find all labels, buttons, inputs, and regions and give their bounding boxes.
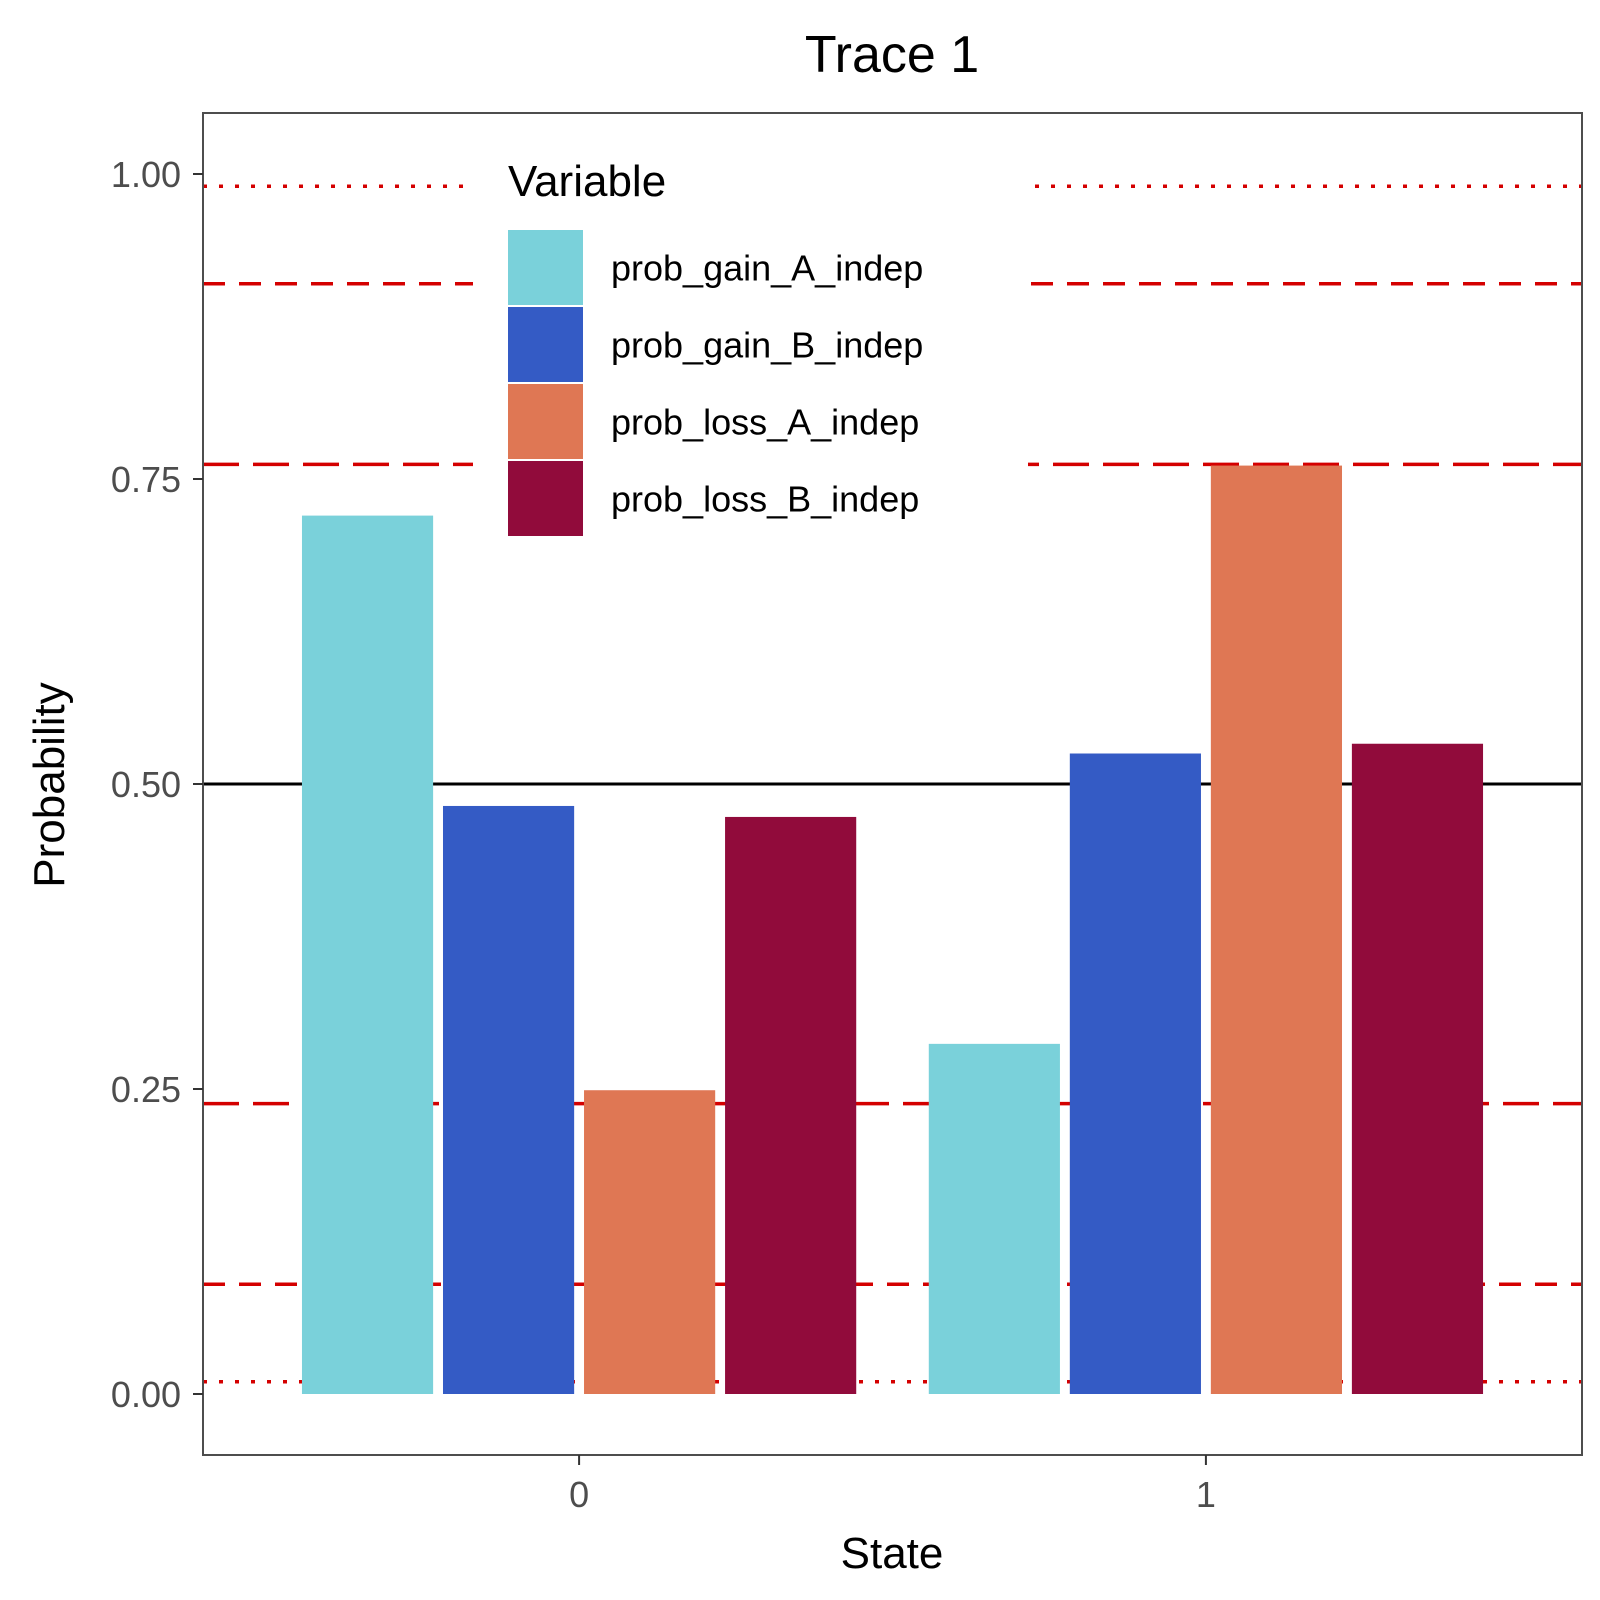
legend-key-prob_gain_B_indep <box>508 307 583 382</box>
bar-prob_gain_B_indep-state-0 <box>442 805 575 1394</box>
chart-title: Trace 1 <box>805 26 979 84</box>
y-axis: 0.00 0.25 0.50 0.75 1.00 <box>111 154 203 1415</box>
bars <box>301 465 1484 1395</box>
legend-label-prob_gain_B_indep: prob_gain_B_indep <box>611 325 923 366</box>
legend-label-prob_loss_A_indep: prob_loss_A_indep <box>611 402 919 443</box>
y-tick-label: 1.00 <box>111 154 181 195</box>
x-tick-label: 1 <box>1196 1474 1216 1515</box>
legend-key-prob_loss_B_indep <box>508 461 583 536</box>
y-tick-label: 0.25 <box>111 1069 181 1110</box>
bar-prob_gain_A_indep-state-0 <box>301 515 434 1394</box>
bar-prob_loss_A_indep-state-1 <box>1210 465 1343 1395</box>
x-tick-label: 0 <box>569 1474 589 1515</box>
legend-label-prob_loss_B_indep: prob_loss_B_indep <box>611 479 919 520</box>
bar-prob_loss_B_indep-state-0 <box>725 816 857 1394</box>
bar-prob_loss_A_indep-state-0 <box>584 1090 716 1394</box>
bar-prob_gain_B_indep-state-1 <box>1069 753 1201 1394</box>
y-axis-title: Probability <box>25 682 74 887</box>
bar-prob_gain_A_indep-state-1 <box>928 1043 1060 1394</box>
x-axis-title: State <box>841 1529 944 1578</box>
legend-key-prob_loss_A_indep <box>508 384 583 459</box>
y-tick-label: 0.50 <box>111 764 181 805</box>
legend-label-prob_gain_A_indep: prob_gain_A_indep <box>611 248 923 289</box>
y-tick-label: 0.75 <box>111 459 181 500</box>
legend-key-prob_gain_A_indep <box>508 230 583 305</box>
legend-items: prob_gain_A_indep prob_gain_B_indep prob_l… <box>508 230 923 536</box>
y-tick-label: 0.00 <box>111 1374 181 1415</box>
legend-title: Variable <box>508 157 666 206</box>
legend: Variable prob_gain_A_indep prob_gain_B_in… <box>473 130 1028 540</box>
bar-prob_loss_B_indep-state-1 <box>1351 743 1484 1394</box>
